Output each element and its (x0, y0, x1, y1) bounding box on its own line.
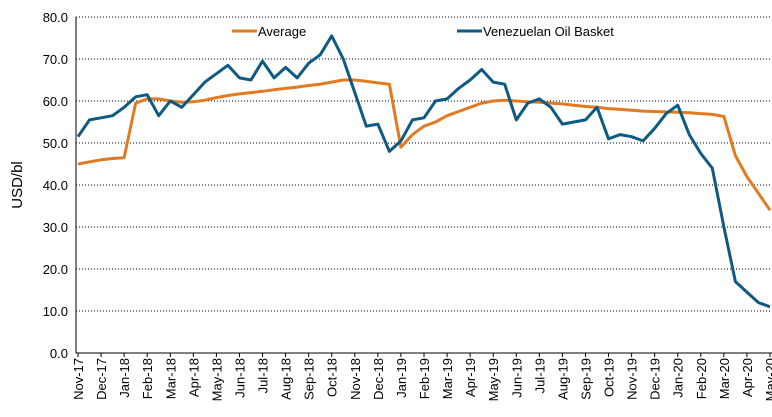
x-tick-label: Jul-18 (256, 358, 271, 393)
x-tick-label: Nov-17 (71, 358, 86, 400)
x-tick-label: May-19 (486, 358, 501, 401)
x-tick-label: Nov-18 (348, 358, 363, 400)
x-tick-label: Aug-19 (555, 358, 570, 400)
y-tick-label: 30.0 (43, 220, 68, 235)
x-tick-label: Mar-19 (440, 358, 455, 399)
x-tick-label: Jun-19 (509, 358, 524, 398)
x-tick-label: Dec-17 (94, 358, 109, 400)
x-tick-label: Jun-18 (232, 358, 247, 398)
y-tick-label: 60.0 (43, 94, 68, 109)
y-axis-label: USD/bl (9, 161, 26, 209)
x-tick-label: Apr-18 (186, 358, 201, 397)
legend-label: Venezuelan Oil Basket (483, 24, 614, 39)
y-tick-label: 40.0 (43, 178, 68, 193)
y-tick-label: 70.0 (43, 52, 68, 67)
x-tick-label: Nov-19 (625, 358, 640, 400)
x-tick-label: Aug-18 (279, 358, 294, 400)
x-tick-label: Feb-20 (694, 358, 709, 399)
x-tick-label: Sep-19 (578, 358, 593, 400)
y-tick-label: 20.0 (43, 262, 68, 277)
x-tick-label: Feb-18 (140, 358, 155, 399)
x-tick-label: Jul-19 (532, 358, 547, 393)
y-tick-label: 50.0 (43, 136, 68, 151)
x-tick-label: May-18 (209, 358, 224, 401)
x-tick-label: May-20 (763, 358, 772, 401)
x-tick-label: Dec-19 (648, 358, 663, 400)
x-tick-label: Apr-20 (740, 358, 755, 397)
x-tick-label: Mar-20 (717, 358, 732, 399)
x-tick-label: Jan-20 (671, 358, 686, 398)
x-tick-label: Dec-18 (371, 358, 386, 400)
x-tick-label: Jan-19 (394, 358, 409, 398)
series-line (76, 34, 771, 309)
y-tick-label: 10.0 (43, 304, 68, 319)
series-line (77, 78, 772, 212)
x-tick-label: Mar-18 (163, 358, 178, 399)
x-tick-label: Sep-18 (302, 358, 317, 400)
x-tick-label: Jan-18 (117, 358, 132, 398)
x-tick-label: Oct-19 (602, 358, 617, 397)
x-tick-label: Feb-19 (417, 358, 432, 399)
x-tick-label: Apr-19 (463, 358, 478, 397)
x-tick-label: Oct-18 (325, 358, 340, 397)
y-tick-label: 80.0 (43, 10, 68, 25)
y-tick-label: 0.0 (50, 346, 68, 361)
legend-label: Average (258, 24, 306, 39)
